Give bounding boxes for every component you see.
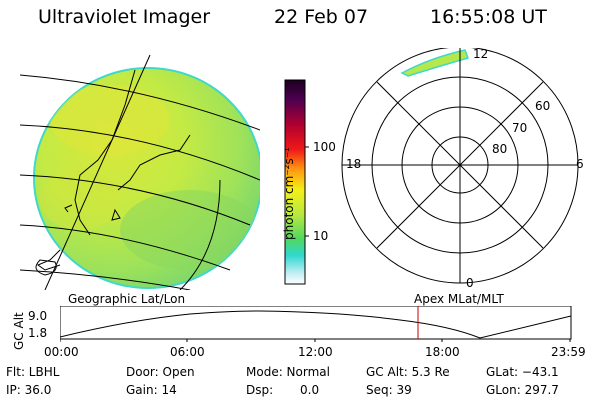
info-gc-alt: GC Alt: 5.3 Re: [366, 365, 450, 379]
coastline: [35, 69, 191, 276]
alt-xticks: [60, 339, 571, 342]
instrument-title: Ultraviolet Imager: [38, 6, 211, 28]
alt-ytick-1-8: 1.8: [28, 326, 48, 340]
alt-xtick-0600: 06:00: [170, 345, 205, 359]
info-mode: Mode: Normal: [246, 365, 330, 379]
info-dsp-label: Dsp:: [246, 383, 274, 397]
info-ip: IP: 36.0: [6, 383, 52, 397]
mlt-label-18: 18: [346, 157, 362, 171]
polar-plot: [341, 48, 579, 284]
mlt-label-12: 12: [473, 47, 489, 61]
colorbar-tick-100: 100: [313, 140, 336, 154]
info-gain: Gain: 14: [126, 383, 177, 397]
info-seq: Seq: 39: [366, 383, 412, 397]
info-glon: GLon: 297.7: [486, 383, 559, 397]
time-label: 16:55:08 UT: [430, 6, 547, 28]
mlt-label-0: 0: [466, 276, 474, 290]
info-door: Door: Open: [126, 365, 195, 379]
alt-ytick-9: 9.0: [28, 309, 48, 323]
altitude-plot: [60, 306, 572, 342]
mlat-label-80: 80: [492, 142, 508, 156]
alt-ylabel: GC Alt: [12, 312, 26, 350]
colorbar-unit-label: photon cm⁻²s⁻¹: [282, 147, 296, 240]
right-panel-label: Apex MLat/MLT: [414, 292, 504, 306]
alt-xtick-2359: 23:59: [551, 345, 586, 359]
date-label: 22 Feb 07: [274, 6, 369, 28]
info-glat: GLat: −43.1: [486, 365, 559, 379]
mlat-label-70: 70: [512, 121, 528, 135]
colorbar: [284, 79, 309, 285]
mlt-label-6: 6: [576, 157, 584, 171]
info-flt: Flt: LBHL: [6, 365, 60, 379]
info-dsp-value: 0.0: [300, 383, 320, 397]
colorbar-gradient: [284, 79, 306, 285]
lat-lon-grid: [20, 54, 260, 290]
altitude-curve: [60, 310, 572, 339]
left-panel-label: Geographic Lat/Lon: [68, 292, 186, 306]
polar-grid: [341, 48, 579, 284]
alt-xtick-1200: 12:00: [298, 345, 333, 359]
geographic-image: [20, 54, 260, 290]
alt-xtick-0000: 00:00: [44, 345, 79, 359]
colorbar-tick-10: 10: [313, 229, 329, 243]
polar-emission-patch: [400, 49, 469, 77]
mlat-label-60: 60: [535, 99, 551, 113]
alt-xtick-1800: 18:00: [425, 345, 460, 359]
